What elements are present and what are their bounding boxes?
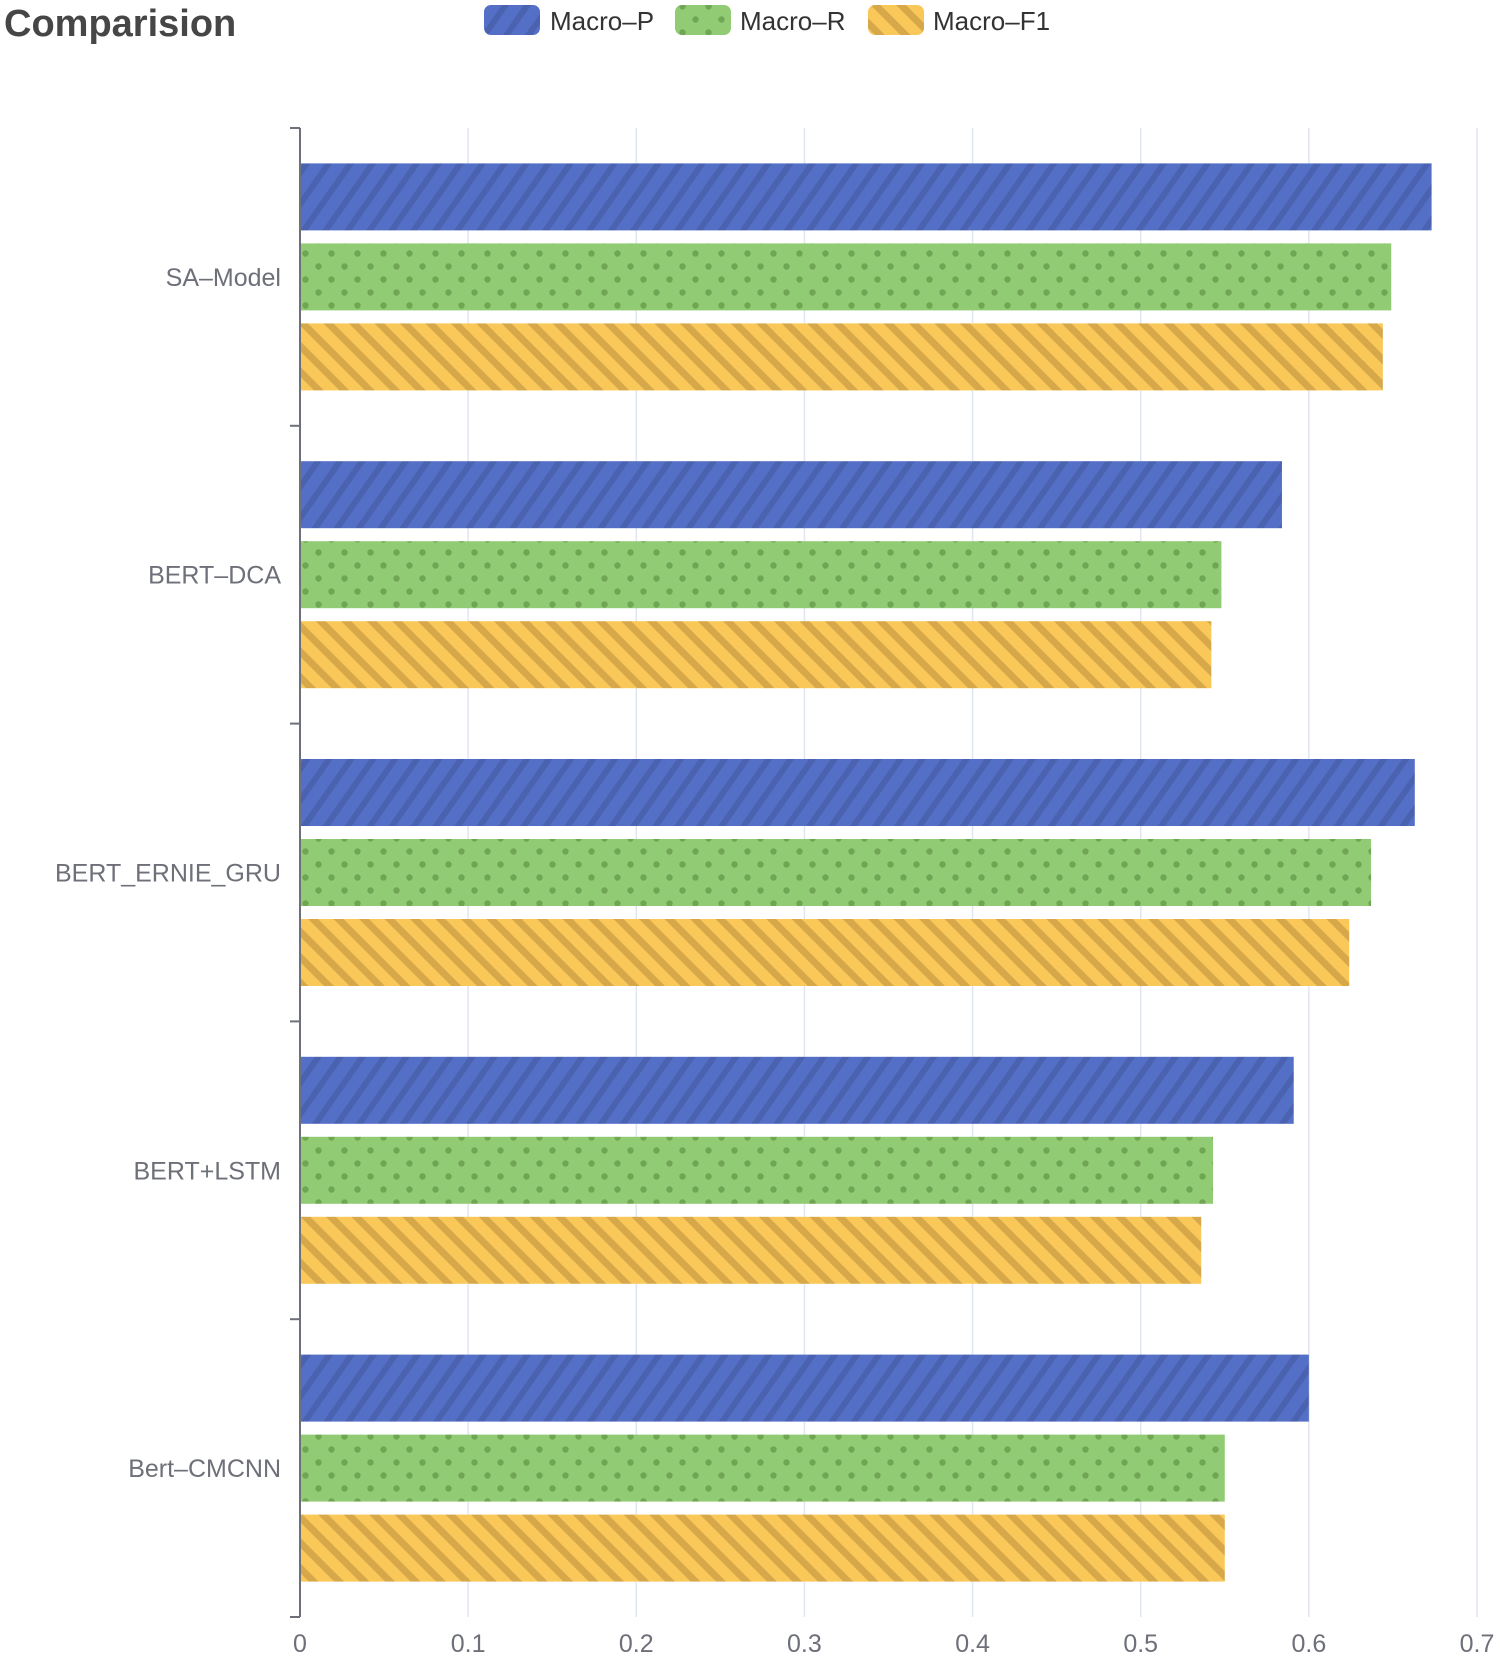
bars — [300, 163, 1432, 1582]
x-tick-labels: 0 0.1 0.2 0.3 0.4 0.5 0.6 0.7 — [293, 1630, 1494, 1658]
bar-bert-lstm-macro-p[interactable] — [300, 1056, 1294, 1124]
bar-sa-model-macro-r[interactable] — [300, 243, 1392, 311]
bar-bert-dca-macro-r[interactable] — [300, 541, 1222, 609]
bar-bert-lstm-macro-r[interactable] — [300, 1136, 1214, 1204]
legend: Macro–P Macro–R Macro–F1 — [484, 5, 1050, 36]
legend-label-macro-r[interactable]: Macro–R — [740, 6, 845, 36]
bar-bert-ernie-gru-macro-p[interactable] — [300, 759, 1415, 826]
bar-bert-ernie-gru-macro-f1[interactable] — [300, 919, 1350, 986]
bar-sa-model-macro-f1[interactable] — [300, 323, 1383, 391]
axes — [290, 127, 301, 1618]
x-tick-label-0: 0 — [293, 1630, 307, 1658]
bar-sa-model-macro-p[interactable] — [300, 163, 1432, 231]
bar-bert-cmcnn-macro-r[interactable] — [300, 1434, 1225, 1502]
legend-swatch-macro-f1[interactable] — [868, 5, 924, 35]
x-tick-label-0-3: 0.3 — [787, 1630, 822, 1658]
bar-bert-lstm-macro-f1[interactable] — [300, 1216, 1202, 1284]
category-label-bert-lstm: BERT+LSTM — [134, 1157, 282, 1185]
chart-title: Comparision — [4, 3, 236, 45]
bar-bert-dca-macro-f1[interactable] — [300, 621, 1212, 689]
bar-bert-cmcnn-macro-f1[interactable] — [300, 1514, 1225, 1582]
category-label-bert-dca: BERT–DCA — [148, 562, 281, 590]
bar-bert-ernie-gru-macro-r[interactable] — [300, 839, 1372, 906]
legend-swatch-macro-p[interactable] — [484, 5, 540, 35]
x-tick-label-0-5: 0.5 — [1123, 1630, 1158, 1658]
category-label-bert-cmcnn: Bert–CMCNN — [128, 1455, 281, 1483]
x-tick-label-0-6: 0.6 — [1291, 1630, 1326, 1658]
legend-label-macro-f1[interactable]: Macro–F1 — [933, 6, 1050, 36]
x-tick-label-0-1: 0.1 — [451, 1630, 486, 1658]
bar-bert-cmcnn-macro-p[interactable] — [300, 1354, 1309, 1422]
bar-bert-dca-macro-p[interactable] — [300, 461, 1282, 529]
category-label-sa-model: SA–Model — [166, 264, 281, 292]
x-tick-label-0-4: 0.4 — [955, 1630, 990, 1658]
legend-swatch-macro-r[interactable] — [675, 5, 731, 35]
category-label-bert-ernie-gru: BERT_ERNIE_GRU — [55, 860, 281, 888]
x-tick-label-0-2: 0.2 — [619, 1630, 654, 1658]
legend-label-macro-p[interactable]: Macro–P — [550, 6, 654, 36]
x-tick-label-0-7: 0.7 — [1460, 1630, 1495, 1658]
category-labels: SA–Model BERT–DCA BERT_ERNIE_GRU BERT+LSTM B… — [55, 264, 281, 1483]
